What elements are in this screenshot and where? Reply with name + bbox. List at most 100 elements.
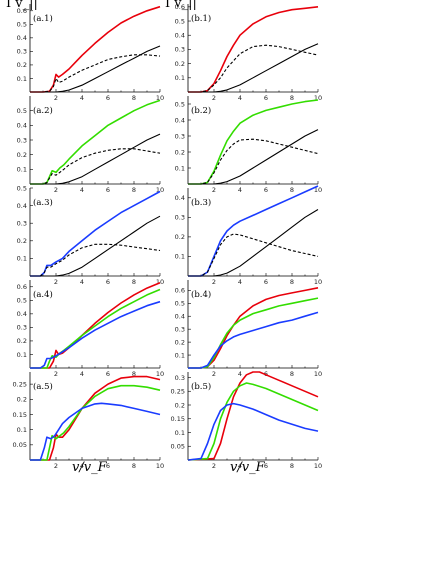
series-line-2 — [188, 297, 319, 369]
series-line-2 — [30, 148, 161, 185]
x-tick-label: 2 — [54, 370, 58, 378]
y-tick-label: 0.25 — [13, 380, 27, 388]
x-tick-label: 6 — [264, 278, 268, 286]
x-tick-label: 8 — [290, 94, 294, 102]
x-tick-label: 2 — [54, 278, 58, 286]
y-tick-label: 0.1 — [175, 74, 185, 82]
x-tick-label: 8 — [290, 462, 294, 470]
y-tick-label: 0.5 — [175, 17, 185, 25]
y-tick-label: 0.3 — [17, 136, 27, 144]
y-tick-label: 0.4 — [17, 122, 27, 130]
y-tick-label: 0.1 — [175, 351, 185, 359]
x-tick-label: 6 — [106, 278, 110, 286]
panel-7: 2 4 6 8 10 0.1 0.2 0.3 0.4 0.5 0.6 (a.4) — [17, 280, 164, 378]
y-tick-label: 0.2 — [175, 148, 185, 156]
x-tick-label: 4 — [238, 94, 242, 102]
series-line-2 — [187, 382, 319, 461]
y-tick-label: 0.5 — [17, 297, 27, 305]
x-axis-label-left: v/v_F — [72, 460, 108, 475]
series-line-2 — [30, 54, 161, 93]
y-tick-label: 0.2 — [175, 233, 185, 241]
series-line-3 — [187, 402, 319, 461]
panel-4: 2 4 6 8 10 0.1 0.2 0.3 0.4 0.5 (b.2) — [175, 96, 322, 194]
series-line-3 — [188, 129, 319, 185]
y-tick-label: 0.4 — [175, 116, 185, 124]
x-tick-label: 4 — [238, 186, 242, 194]
y-axis-label-right: I v_|| — [165, 0, 197, 11]
x-tick-label: 4 — [80, 462, 84, 470]
y-tick-label: 0.4 — [17, 202, 27, 210]
y-tick-label: 0.05 — [13, 441, 27, 449]
x-tick-label: 8 — [290, 186, 294, 194]
x-tick-label: 8 — [290, 370, 294, 378]
panel-label: (a.1) — [33, 13, 53, 24]
y-tick-label: 0.3 — [17, 48, 27, 56]
panel-6: 2 4 6 8 10 0.1 0.2 0.3 0.4 (b.3) — [175, 185, 322, 286]
x-tick-label: 4 — [238, 462, 242, 470]
y-tick-label: 0.2 — [17, 61, 27, 69]
y-tick-label: 0.4 — [175, 194, 185, 202]
x-tick-label: 2 — [212, 278, 216, 286]
y-tick-label: 0.1 — [175, 164, 185, 172]
x-tick-label: 10 — [156, 278, 164, 286]
series-line-2 — [30, 384, 161, 461]
y-tick-label: 0.25 — [171, 388, 185, 396]
x-tick-label: 6 — [264, 94, 268, 102]
y-tick-label: 0.2 — [17, 337, 27, 345]
x-tick-label: 6 — [264, 186, 268, 194]
panels-group: 2 4 6 8 10 0.1 0.2 0.3 0.4 0.5 0.6 (a.1) 2 4 6 8 10 0.1 0.… — [13, 3, 323, 470]
y-tick-label: 0.1 — [17, 351, 27, 359]
series-line-1 — [30, 375, 161, 461]
x-tick-label: 10 — [314, 186, 322, 194]
panel-2: 2 4 6 8 10 0.1 0.2 0.3 0.4 0.5 0.6 (b.1) — [175, 3, 322, 102]
y-tick-label: 0.2 — [17, 237, 27, 245]
y-tick-label: 0.3 — [175, 325, 185, 333]
x-tick-label: 6 — [106, 94, 110, 102]
panel-label: (b.5) — [191, 381, 211, 392]
y-tick-label: 0.2 — [175, 60, 185, 68]
panel-3: 2 4 6 8 10 0.1 0.2 0.3 0.4 0.5 (a.2) — [17, 96, 164, 194]
panel-9: 2 4 6 8 10 0.05 0.1 0.15 0.2 0.25 (a.5) — [13, 372, 164, 470]
x-tick-label: 10 — [156, 462, 164, 470]
panel-label: (b.2) — [191, 105, 211, 116]
y-tick-label: 0.3 — [175, 46, 185, 54]
x-tick-label: 10 — [314, 370, 322, 378]
y-tick-label: 0.5 — [175, 100, 185, 108]
y-tick-label: 0.1 — [17, 75, 27, 83]
x-tick-label: 4 — [80, 278, 84, 286]
y-tick-label: 0.3 — [175, 214, 185, 222]
series-line-1 — [187, 371, 319, 461]
series-line-3 — [188, 311, 319, 369]
x-tick-label: 2 — [212, 94, 216, 102]
x-tick-label: 4 — [238, 370, 242, 378]
x-tick-label: 8 — [132, 278, 136, 286]
panel-label: (a.5) — [33, 381, 53, 392]
y-tick-label: 0.1 — [17, 255, 27, 263]
series-line-2 — [188, 44, 319, 93]
panel-8: 2 4 6 8 10 0.1 0.2 0.3 0.4 0.5 0.6 (b.4) — [175, 280, 322, 378]
y-tick-label: 0.1 — [17, 426, 27, 434]
series-line-2 — [30, 288, 161, 369]
y-tick-label: 0.3 — [175, 374, 185, 382]
y-tick-label: 0.4 — [175, 32, 185, 40]
x-tick-label: 8 — [290, 278, 294, 286]
panel-label: (a.2) — [33, 105, 53, 116]
y-tick-label: 0.5 — [175, 300, 185, 308]
x-tick-label: 10 — [156, 94, 164, 102]
y-tick-label: 0.3 — [17, 220, 27, 228]
y-tick-label: 0.05 — [171, 443, 185, 451]
series-line-1 — [188, 185, 319, 277]
x-tick-label: 6 — [106, 370, 110, 378]
x-tick-label: 2 — [54, 462, 58, 470]
y-tick-label: 0.1 — [175, 253, 185, 261]
panel-label: (b.3) — [191, 197, 211, 208]
x-tick-label: 10 — [314, 462, 322, 470]
y-tick-label: 0.6 — [175, 287, 185, 295]
x-tick-label: 2 — [212, 370, 216, 378]
panel-label: (b.1) — [191, 13, 211, 24]
x-tick-label: 2 — [212, 462, 216, 470]
x-tick-label: 2 — [54, 94, 58, 102]
series-line-3 — [30, 45, 161, 93]
y-tick-label: 0.4 — [17, 310, 27, 318]
y-tick-label: 0.15 — [13, 411, 27, 419]
